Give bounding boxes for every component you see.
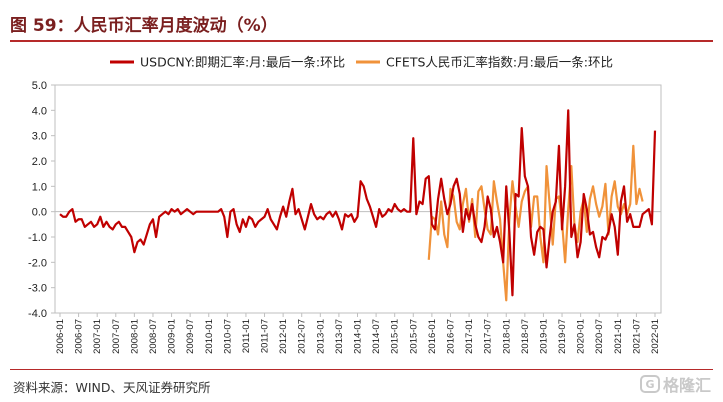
legend-cfets-label: CFETS人民币汇率指数:月:最后一条:环比 (386, 55, 613, 70)
y-tick-label: 3.0 (32, 131, 47, 143)
x-tick-label: 2011-07 (260, 319, 271, 353)
x-tick-label: 2018-07 (520, 319, 531, 354)
x-tick-label: 2009-07 (185, 319, 196, 354)
x-tick-label: 2015-01 (390, 319, 401, 354)
y-tick-label: 1.0 (32, 181, 47, 193)
x-tick-label: 2022-01 (650, 319, 661, 354)
x-tick-label: 2012-01 (278, 319, 289, 354)
source-note: 资料来源：WIND、天风证券研究所 (13, 380, 211, 395)
x-tick-label: 2014-07 (371, 319, 382, 354)
watermark-text: 格隆汇 (663, 376, 712, 395)
x-tick-label: 2019-07 (557, 319, 568, 354)
y-tick-label: -2.0 (28, 257, 47, 269)
x-tick-label: 2015-07 (408, 319, 419, 354)
x-tick-label: 2006-01 (55, 319, 66, 354)
x-tick-label: 2017-01 (464, 319, 475, 354)
x-tick-label: 2007-01 (92, 319, 103, 354)
x-tick-label: 2010-01 (204, 319, 215, 354)
y-tick-label: 2.0 (32, 156, 47, 168)
footer-divider (10, 369, 713, 370)
x-tick-label: 2011-01 (241, 319, 252, 353)
x-tick-label: 2008-01 (129, 319, 140, 354)
cfets-series-line (427, 144, 644, 302)
x-tick-label: 2007-07 (111, 319, 122, 354)
x-tick-label: 2006-07 (74, 319, 85, 354)
x-tick-label: 2008-07 (148, 319, 159, 354)
x-tick-label: 2010-07 (222, 319, 233, 354)
y-tick-label: -3.0 (28, 283, 47, 295)
y-tick-label: 0.0 (32, 207, 47, 219)
title-divider (10, 40, 713, 42)
x-tick-label: 2012-07 (297, 319, 308, 354)
x-tick-label: 2013-07 (334, 319, 345, 354)
x-tick-label: 2019-01 (538, 319, 549, 354)
legend-usdcny-label: USDCNY:即期汇率:月:最后一条:环比 (140, 55, 345, 70)
x-tick-label: 2009-01 (167, 319, 178, 354)
x-tick-label: 2017-07 (483, 319, 494, 354)
x-tick-label: 2021-07 (631, 319, 642, 354)
x-tick-label: 2020-07 (594, 319, 605, 354)
x-tick-label: 2018-01 (501, 319, 512, 354)
x-tick-label: 2021-01 (613, 319, 624, 354)
title-bar: 图 59：人民币汇率月度波动（%） (0, 0, 723, 44)
y-tick-label: 5.0 (32, 80, 47, 92)
chart-title: 图 59：人民币汇率月度波动（%） (10, 16, 278, 36)
watermark-logo-icon: G (640, 375, 660, 393)
y-tick-label: 4.0 (32, 105, 47, 117)
usdcny-series-line (59, 109, 657, 297)
x-tick-label: 2016-07 (445, 319, 456, 354)
y-tick-label: -1.0 (28, 232, 47, 244)
y-tick-label: -4.0 (28, 308, 47, 320)
watermark: G 格隆汇 (640, 372, 711, 396)
x-tick-label: 2020-01 (576, 319, 587, 354)
x-tick-label: 2013-01 (315, 319, 326, 354)
x-tick-label: 2014-01 (353, 319, 364, 354)
x-tick-label: 2016-01 (427, 319, 438, 354)
